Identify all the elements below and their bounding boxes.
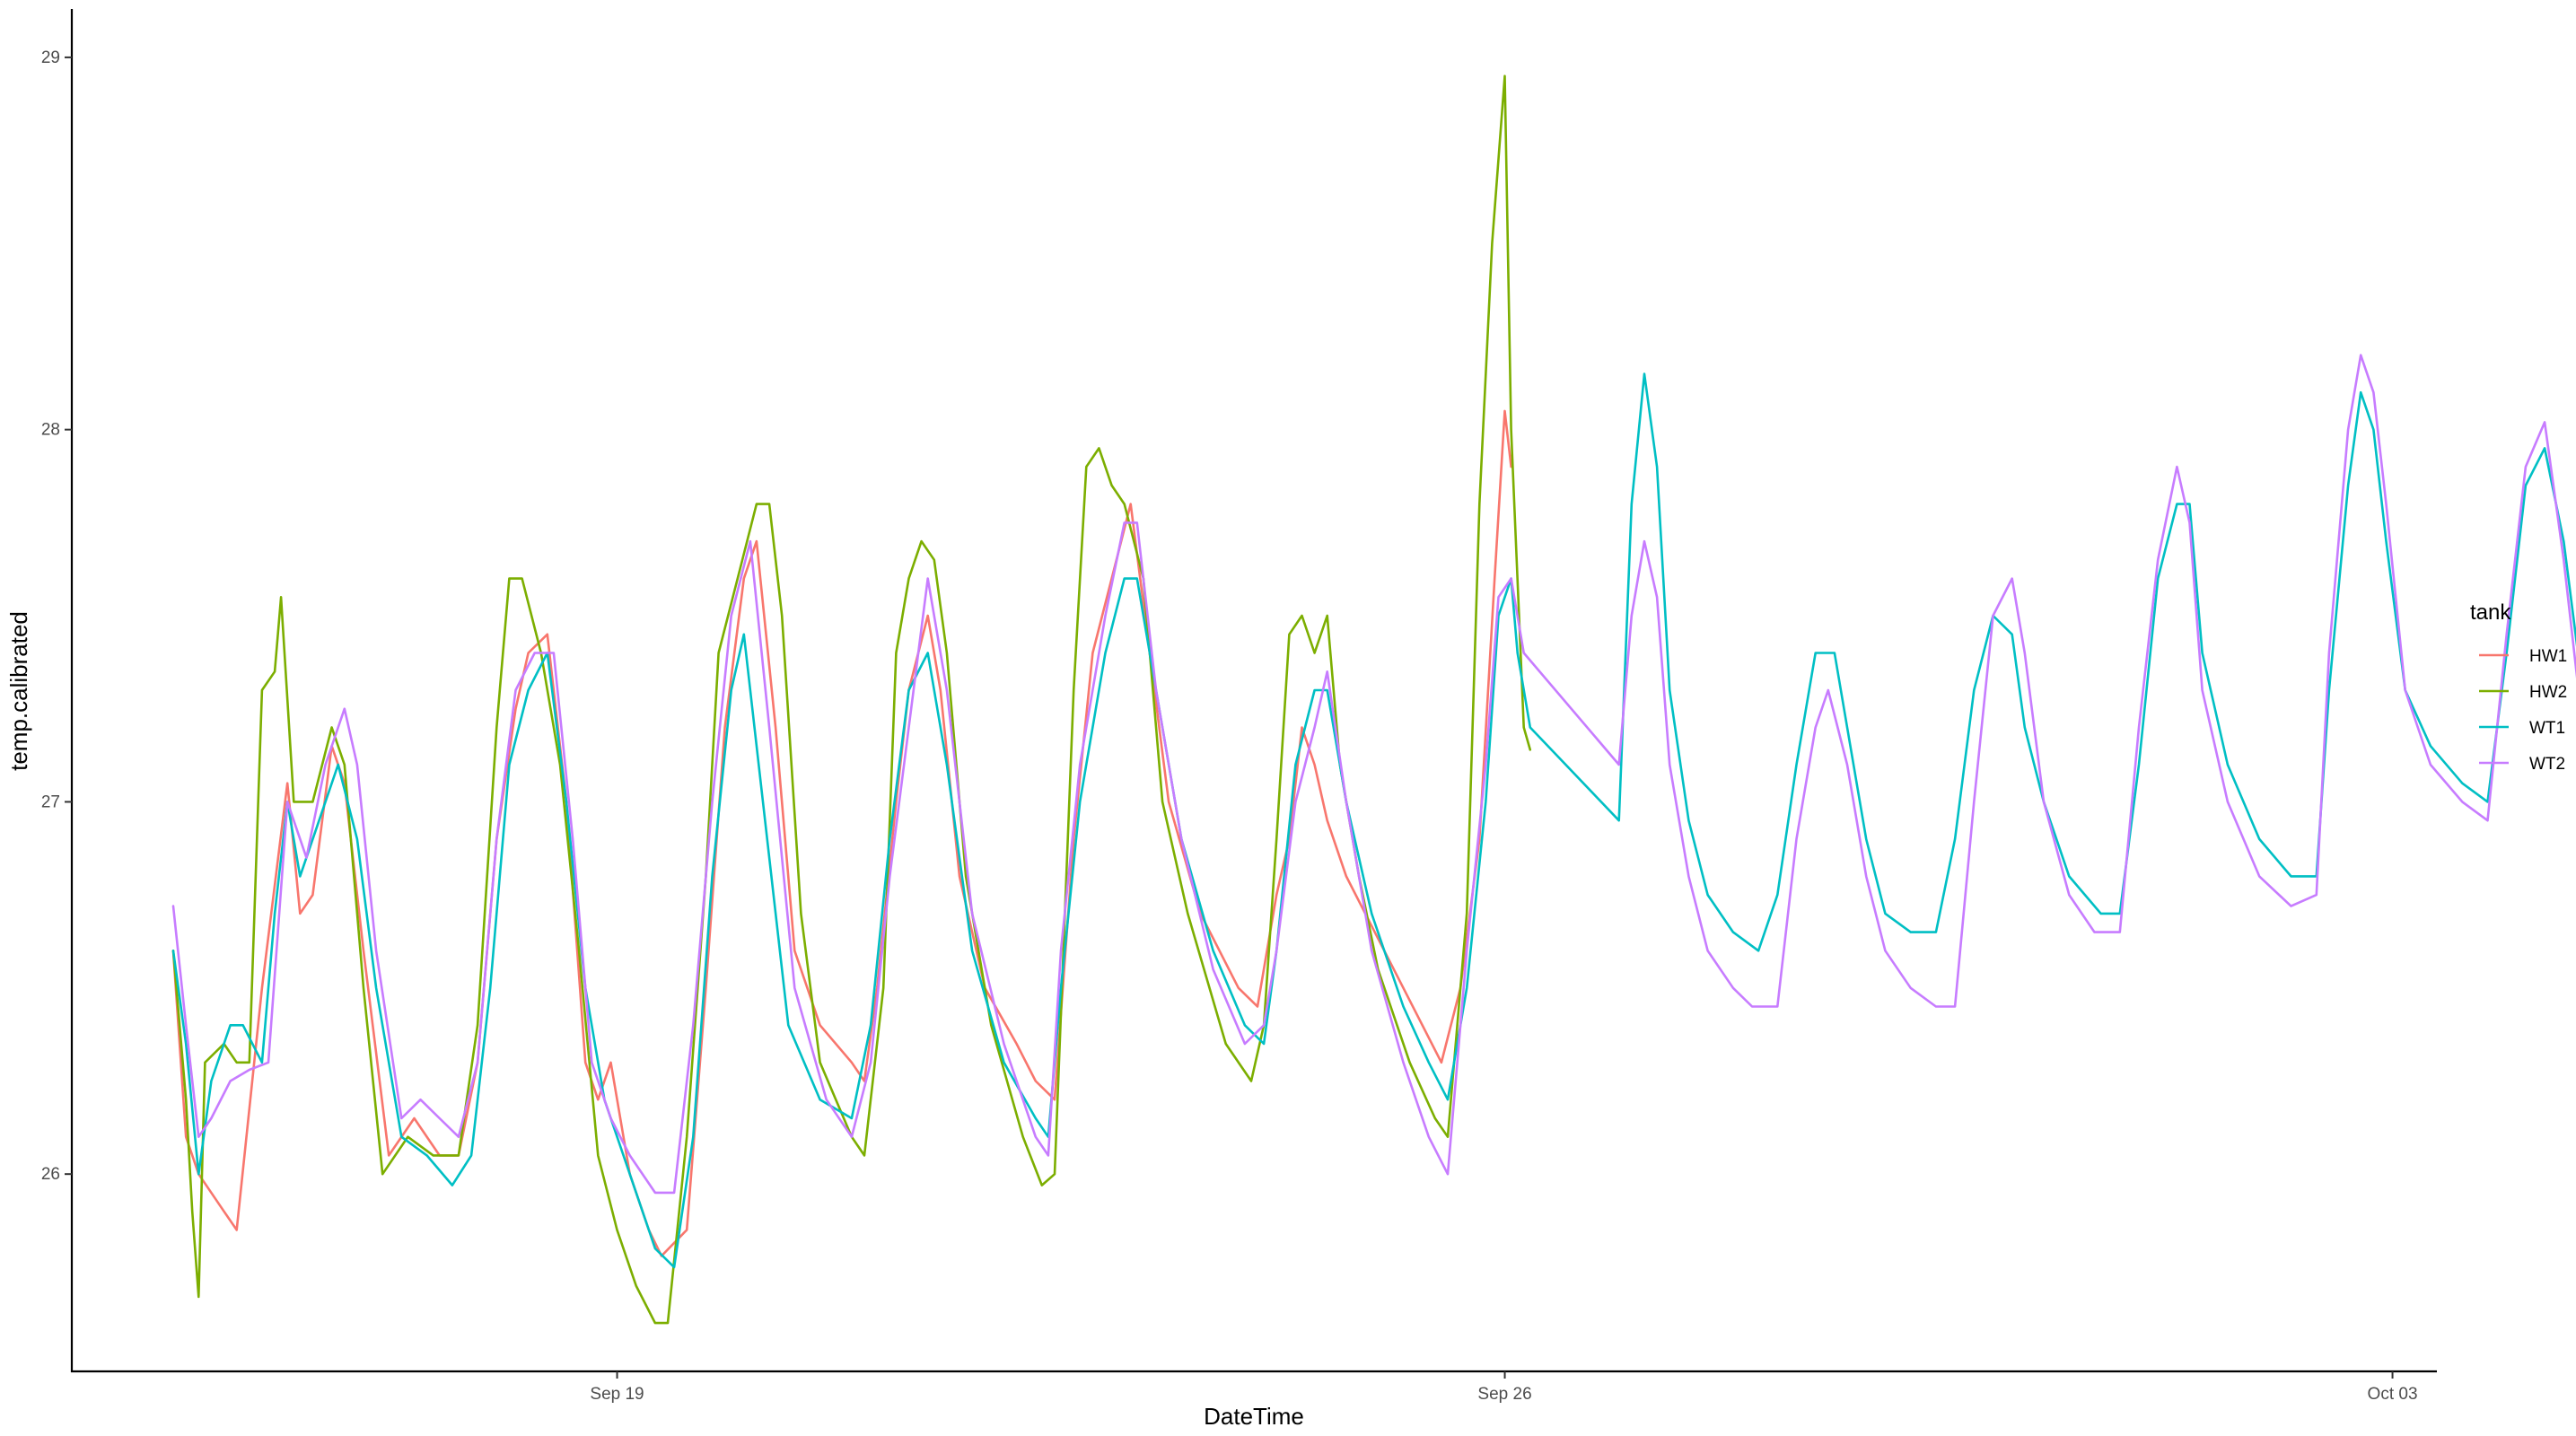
legend-items: HW1 HW2 WT1 WT2 [2479,647,2567,774]
series-line-wt1 [171,372,2576,1269]
y-tick-label: 27 [41,792,60,811]
y-axis-ticks: 26 27 28 29 [41,48,72,1184]
legend-label-hw1: HW1 [2529,647,2567,666]
legend-label-wt1: WT1 [2529,719,2565,738]
y-tick-label: 28 [41,421,60,440]
series-layer [171,74,2576,1325]
y-tick-label: 29 [41,48,60,67]
y-tick-label: 26 [41,1165,60,1184]
x-axis-title: DateTime [1204,1403,1304,1430]
y-axis-title: temp.calibrated [5,611,32,771]
legend-label-wt2: WT2 [2529,755,2565,774]
x-tick-label: Oct 03 [2368,1385,2418,1404]
series-line-hw1 [171,409,1512,1257]
x-axis-ticks: Sep 19 Sep 26 Oct 03 [590,1371,2418,1404]
x-tick-label: Sep 19 [590,1385,644,1404]
legend: tank HW1 HW2 WT1 WT2 [2470,600,2567,774]
series-line-wt2 [171,354,2576,1195]
x-tick-label: Sep 26 [1477,1385,1531,1404]
legend-title: tank [2470,600,2511,625]
legend-label-hw2: HW2 [2529,683,2567,702]
